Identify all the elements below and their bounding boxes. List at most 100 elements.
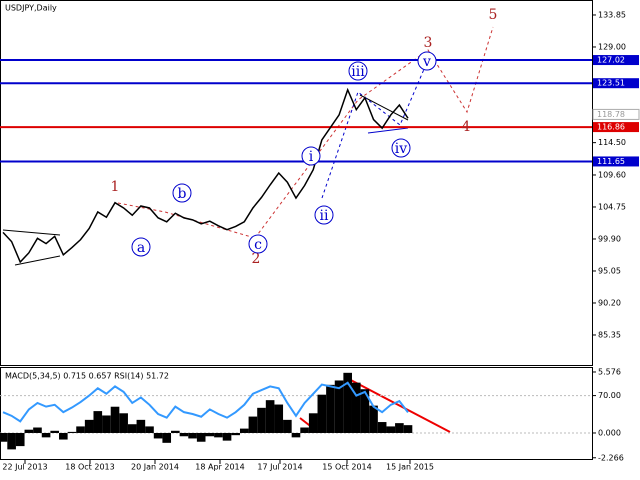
macd-bar — [317, 394, 327, 433]
price-line — [2, 87, 409, 264]
macd-bar — [265, 400, 275, 433]
macd-bar — [326, 384, 335, 433]
macd-bar — [179, 432, 189, 437]
macd-bar — [50, 430, 60, 433]
macd-bar — [239, 428, 249, 433]
macd-bar — [7, 432, 16, 450]
wave-circle — [391, 138, 411, 158]
y-tick-label: 95.05 — [598, 266, 621, 275]
macd-bar — [291, 432, 301, 438]
x-tick-label: 22 Jul 2013 — [2, 463, 47, 472]
wave-label: b — [178, 186, 187, 202]
macd-bar — [102, 415, 111, 433]
y-tick-label: 129.00 — [598, 42, 626, 51]
y-tick-label: 99.90 — [598, 234, 621, 243]
macd-bar — [127, 424, 137, 433]
price-tag — [592, 108, 640, 120]
macd-bar — [24, 429, 34, 433]
y-tick-label: 109.60 — [598, 170, 626, 179]
chart-title: USDJPY,Daily — [5, 4, 57, 13]
wave-label: 3 — [424, 35, 433, 51]
macd-bar — [231, 432, 240, 436]
wave-label: 5 — [489, 7, 498, 23]
y-tick-label: 90.20 — [598, 298, 621, 307]
wave-circle — [348, 61, 368, 81]
macd-bar — [360, 389, 370, 433]
level-tag — [593, 122, 639, 133]
macd-bar — [33, 427, 42, 433]
y-tick-label: -2.266 — [598, 453, 624, 462]
wave-circle — [172, 183, 192, 203]
level-label: 111.65 — [597, 157, 625, 166]
rsi-line — [2, 381, 409, 423]
x-tick-label: 18 Oct 2013 — [65, 463, 114, 472]
wave-circle — [417, 51, 437, 71]
wave-label: a — [137, 240, 145, 256]
macd-bar — [274, 404, 284, 433]
macd-bar — [222, 432, 232, 441]
wave-label: c — [254, 237, 262, 253]
macd-bar — [214, 432, 223, 438]
macd-bar — [377, 422, 387, 433]
wave-label: v — [422, 54, 431, 70]
macd-bar — [196, 432, 206, 442]
macd-bar — [41, 432, 51, 438]
macd-bar — [308, 413, 318, 433]
x-tick-label: 17 Jul 2014 — [257, 463, 302, 472]
macd-bar — [334, 380, 344, 433]
macd-bar — [145, 426, 154, 433]
macd-bar — [119, 413, 128, 433]
macd-bar — [76, 426, 85, 433]
level-tag — [593, 156, 639, 167]
macd-bar — [343, 372, 352, 433]
x-tick-label: 15 Jan 2015 — [386, 463, 434, 472]
level-tag — [593, 55, 639, 66]
macd-bar — [0, 432, 8, 442]
indicator-title: MACD(5,34,5) 0.715 0.657 RSI(14) 51.72 — [5, 372, 169, 381]
macd-bar — [84, 419, 94, 433]
y-tick-label: 85.35 — [598, 330, 621, 339]
macd-bar — [153, 432, 163, 439]
wave-label: ii — [320, 208, 329, 224]
price-label: 118.78 — [597, 110, 625, 119]
macd-bar — [15, 432, 25, 447]
macd-bar — [110, 406, 120, 433]
wave-label: iii — [351, 64, 365, 80]
macd-bar — [283, 419, 292, 433]
y-tick-label: 5.576 — [598, 367, 621, 376]
y-tick-label: 114.50 — [598, 138, 626, 147]
macd-bar — [386, 426, 396, 433]
wave-circle — [314, 205, 334, 225]
x-tick-label: 15 Oct 2014 — [322, 463, 371, 472]
wave-circle — [248, 234, 268, 254]
level-label: 116.86 — [597, 123, 625, 132]
level-label: 123.51 — [597, 79, 625, 88]
macd-bar — [395, 423, 404, 433]
price-panel — [0, 0, 593, 366]
macd-bar — [369, 405, 378, 433]
indicator-panel — [0, 367, 593, 460]
macd-bar — [403, 425, 413, 433]
wave-label: 2 — [252, 251, 261, 267]
level-label: 127.02 — [597, 56, 625, 65]
macd-bar — [257, 407, 266, 433]
level-tag — [593, 78, 639, 89]
y-tick-label: 0.000 — [598, 428, 621, 437]
macd-bar — [248, 416, 258, 433]
y-tick-label: 133.85 — [598, 10, 626, 19]
wave-label: 4 — [462, 119, 471, 135]
wave-label: iv — [395, 141, 407, 157]
wave-circle — [131, 237, 151, 257]
y2-tick-label: 70.00 — [598, 391, 621, 400]
x-tick-label: 20 Jan 2014 — [131, 463, 179, 472]
macd-bar — [300, 427, 309, 433]
macd-bar — [188, 432, 197, 439]
wave-circle — [301, 146, 321, 166]
macd-bar — [59, 432, 68, 440]
macd-bar — [136, 419, 146, 433]
y-tick-label: 104.75 — [598, 202, 626, 211]
macd-bar — [162, 432, 172, 443]
wave-label: i — [309, 149, 314, 165]
macd-bar — [171, 430, 180, 433]
